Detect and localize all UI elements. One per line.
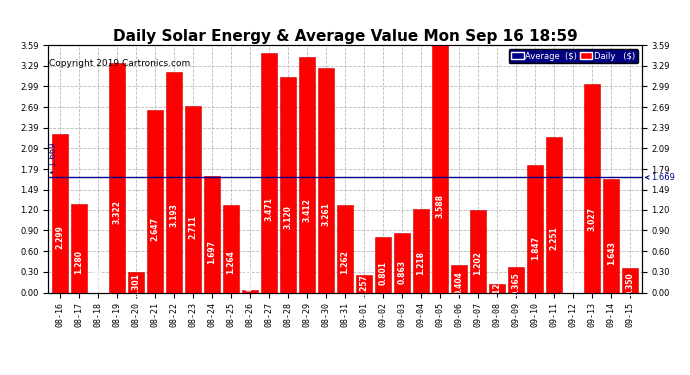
- Text: 2.251: 2.251: [550, 226, 559, 250]
- Text: 1.262: 1.262: [340, 250, 350, 274]
- Text: 0.000: 0.000: [93, 267, 102, 291]
- Bar: [432, 45, 448, 292]
- Text: 3.471: 3.471: [264, 197, 273, 221]
- Bar: [299, 57, 315, 292]
- Bar: [128, 272, 144, 292]
- Text: 0.801: 0.801: [379, 261, 388, 285]
- Bar: [204, 176, 220, 292]
- Text: 3.027: 3.027: [588, 207, 597, 231]
- Text: 0.863: 0.863: [397, 260, 406, 284]
- Text: 1.264: 1.264: [226, 250, 235, 274]
- Legend: Average  ($), Daily   ($): Average ($), Daily ($): [509, 49, 638, 63]
- Text: 3.193: 3.193: [169, 204, 178, 227]
- Bar: [508, 267, 524, 292]
- Text: Copyright 2019 Cartronics.com: Copyright 2019 Cartronics.com: [49, 58, 190, 68]
- Text: 0.404: 0.404: [455, 271, 464, 295]
- Bar: [147, 110, 163, 292]
- Text: 3.261: 3.261: [322, 202, 331, 226]
- Bar: [356, 275, 372, 292]
- Text: 1.669: 1.669: [645, 173, 675, 182]
- Bar: [470, 210, 486, 292]
- Bar: [52, 134, 68, 292]
- Bar: [489, 284, 505, 292]
- Text: 1.218: 1.218: [417, 251, 426, 275]
- Text: 3.412: 3.412: [302, 198, 311, 222]
- Bar: [261, 53, 277, 292]
- Bar: [394, 233, 410, 292]
- Bar: [223, 206, 239, 292]
- Text: 1.847: 1.847: [531, 236, 540, 260]
- Text: 1.202: 1.202: [473, 252, 482, 275]
- Text: 1.643: 1.643: [607, 241, 615, 265]
- Bar: [527, 165, 543, 292]
- Bar: [241, 290, 258, 292]
- Text: 0.257: 0.257: [359, 274, 368, 298]
- Bar: [318, 68, 334, 292]
- Bar: [413, 209, 429, 292]
- Bar: [166, 72, 182, 292]
- Text: 0.000: 0.000: [569, 267, 578, 291]
- Text: 0.350: 0.350: [626, 272, 635, 296]
- Bar: [280, 77, 296, 292]
- Text: 0.301: 0.301: [131, 273, 140, 297]
- Bar: [584, 84, 600, 292]
- Text: 1.697: 1.697: [208, 240, 217, 264]
- Text: • 1.669: • 1.669: [49, 142, 58, 174]
- Bar: [451, 265, 467, 292]
- Text: 3.120: 3.120: [284, 205, 293, 229]
- Text: 2.647: 2.647: [150, 217, 159, 241]
- Bar: [375, 237, 391, 292]
- Text: 0.365: 0.365: [512, 272, 521, 296]
- Text: 3.588: 3.588: [435, 194, 444, 218]
- Title: Daily Solar Energy & Average Value Mon Sep 16 18:59: Daily Solar Energy & Average Value Mon S…: [112, 29, 578, 44]
- Text: 2.711: 2.711: [188, 215, 197, 239]
- Bar: [109, 63, 125, 292]
- Bar: [622, 268, 638, 292]
- Bar: [603, 179, 620, 292]
- Text: 0.030: 0.030: [246, 267, 255, 291]
- Text: 0.128: 0.128: [493, 278, 502, 302]
- Bar: [337, 206, 353, 292]
- Text: 2.299: 2.299: [55, 225, 64, 249]
- Bar: [546, 137, 562, 292]
- Bar: [185, 106, 201, 292]
- Bar: [70, 204, 87, 292]
- Text: 1.280: 1.280: [75, 250, 83, 274]
- Text: 3.322: 3.322: [112, 200, 121, 224]
